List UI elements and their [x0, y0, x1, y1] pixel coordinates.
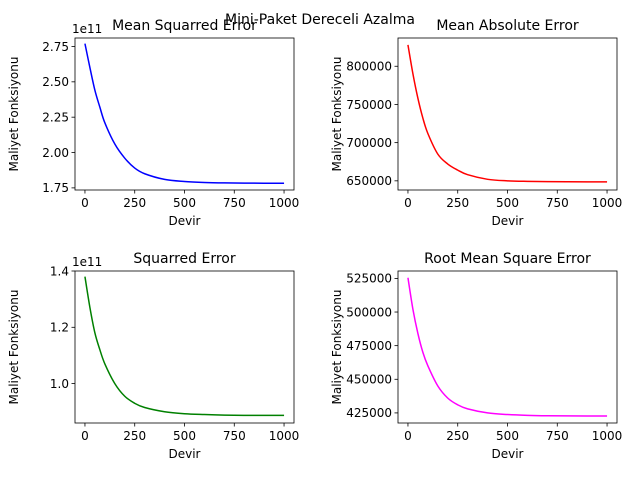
- x-tick-label: 500: [173, 429, 196, 443]
- y-axis-label: Maliyet Fonksiyonu: [7, 57, 21, 172]
- x-tick-label: 250: [123, 429, 146, 443]
- y-tick-label: 1.0: [50, 377, 69, 391]
- x-tick-label: 750: [546, 196, 569, 210]
- subplot-title: Squarred Error: [133, 251, 236, 267]
- series-line: [407, 44, 608, 183]
- y-tick-label: 525000: [346, 272, 392, 286]
- x-axis-label: Devir: [492, 214, 524, 228]
- x-tick-label: 1000: [592, 429, 623, 443]
- x-axis-label: Devir: [492, 447, 524, 461]
- y-tick-label: 500000: [346, 305, 392, 319]
- x-tick-label: 1000: [592, 196, 623, 210]
- x-tick-label: 1000: [269, 429, 300, 443]
- y-offset-text: 1e11: [72, 22, 102, 36]
- x-axis-label: Devir: [169, 214, 201, 228]
- x-tick-label: 750: [546, 429, 569, 443]
- subplots: 0 250 500 750 1000 1.75 2.00 2.25 2.50 2.75 Mean S…: [7, 18, 622, 461]
- x-axis-label: Devir: [169, 447, 201, 461]
- series-line: [407, 277, 608, 417]
- y-axis-label: Maliyet Fonksiyonu: [7, 290, 21, 405]
- series-line: [84, 276, 285, 417]
- y-tick-label: 1.75: [42, 181, 69, 195]
- x-tick-label: 1000: [269, 196, 300, 210]
- y-offset-text: 1e11: [72, 255, 102, 269]
- x-tick-label: 0: [81, 196, 89, 210]
- y-axis-label: Maliyet Fonksiyonu: [330, 290, 344, 405]
- y-tick-label: 1.2: [50, 321, 69, 335]
- x-tick-label: 500: [496, 196, 519, 210]
- subplot-title: Mean Absolute Error: [436, 18, 579, 34]
- subplot-4: 0 250 500 750 1000 425000 450000 475000 500000 52…: [330, 251, 622, 461]
- y-tick-label: 2.50: [42, 75, 69, 89]
- y-tick-label: 2.00: [42, 146, 69, 160]
- series-line: [84, 43, 285, 184]
- x-tick-label: 250: [446, 429, 469, 443]
- x-tick-label: 0: [404, 196, 412, 210]
- x-tick-label: 750: [223, 196, 246, 210]
- y-tick-label: 800000: [346, 60, 392, 74]
- y-tick-label: 425000: [346, 406, 392, 420]
- y-tick-label: 750000: [346, 98, 392, 112]
- x-tick-label: 750: [223, 429, 246, 443]
- y-tick-label: 2.75: [42, 40, 69, 54]
- subplot-1: 0 250 500 750 1000 1.75 2.00 2.25 2.50 2.75 Mean S…: [7, 18, 299, 228]
- x-tick-label: 500: [173, 196, 196, 210]
- y-tick-label: 450000: [346, 373, 392, 387]
- x-tick-label: 500: [496, 429, 519, 443]
- subplot-title: Mean Squarred Error: [112, 18, 257, 34]
- y-tick-label: 1.4: [50, 264, 69, 278]
- subplot-title: Root Mean Square Error: [424, 251, 591, 267]
- x-tick-label: 250: [446, 196, 469, 210]
- y-tick-label: 700000: [346, 136, 392, 150]
- y-tick-label: 650000: [346, 174, 392, 188]
- x-tick-label: 250: [123, 196, 146, 210]
- subplot-2: 0 250 500 750 1000 650000 700000 750000 800000 Me…: [330, 18, 622, 228]
- y-axis-label: Maliyet Fonksiyonu: [330, 57, 344, 172]
- x-tick-label: 0: [404, 429, 412, 443]
- x-tick-label: 0: [81, 429, 89, 443]
- y-tick-label: 2.25: [42, 110, 69, 124]
- subplot-3: 0 250 500 750 1000 1.0 1.2 1.4 Squarred Error Dev…: [7, 251, 299, 461]
- figure-suptitle: Mini-Paket Dereceli Azalma: [225, 12, 415, 28]
- y-tick-label: 475000: [346, 339, 392, 353]
